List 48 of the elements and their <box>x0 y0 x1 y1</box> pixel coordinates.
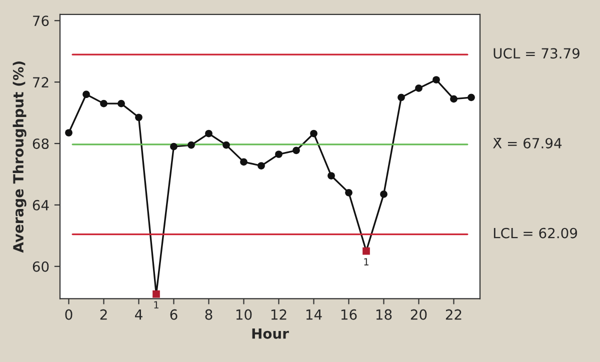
point <box>398 94 405 102</box>
x-tick-label: 0 <box>65 309 72 320</box>
point <box>292 146 300 154</box>
x-tick-label: 14 <box>306 309 322 320</box>
point <box>310 130 318 138</box>
x-tick-label: 6 <box>170 309 178 320</box>
point <box>152 290 160 298</box>
point <box>415 84 422 92</box>
y-tick-label: 64 <box>32 200 49 210</box>
point <box>450 95 458 103</box>
point <box>240 158 248 166</box>
x-tick-label: 4 <box>135 309 142 320</box>
x-tick-label: 12 <box>271 309 286 320</box>
annotation: 1 <box>154 301 158 308</box>
point <box>275 150 282 158</box>
point <box>432 76 440 84</box>
x-tick-label: 2 <box>100 309 107 320</box>
point <box>82 90 90 98</box>
point <box>380 190 388 198</box>
point <box>362 247 370 255</box>
ref-line-label: UCL = 73.79 <box>494 48 580 59</box>
x-tick-label: 16 <box>341 309 357 320</box>
point <box>205 130 212 138</box>
y-tick-label: 72 <box>33 77 48 88</box>
point <box>135 114 142 122</box>
ref-line-label: LCL = 62.09 <box>494 228 578 238</box>
ref-line-label: X̄ = 67.94 <box>493 138 562 148</box>
point <box>328 172 335 180</box>
point <box>170 142 178 150</box>
annotation: 1 <box>364 258 368 266</box>
y-tick-label: 68 <box>32 138 49 149</box>
x-tick-label: 10 <box>236 309 252 320</box>
x-axis-title: Hour <box>252 328 289 339</box>
point <box>118 100 125 108</box>
y-tick-label: 76 <box>33 16 49 26</box>
point <box>258 162 265 170</box>
point <box>222 141 230 149</box>
y-tick-label: 60 <box>32 261 49 272</box>
x-tick-label: 22 <box>446 309 462 320</box>
point <box>468 94 475 102</box>
point <box>188 141 195 149</box>
point <box>100 100 108 108</box>
x-tick-label: 20 <box>410 309 427 320</box>
x-tick-label: 8 <box>205 309 212 320</box>
point <box>65 129 72 136</box>
point <box>345 188 352 196</box>
y-axis-title: Average Throughput (%) <box>12 61 26 253</box>
x-tick-label: 18 <box>376 309 392 320</box>
